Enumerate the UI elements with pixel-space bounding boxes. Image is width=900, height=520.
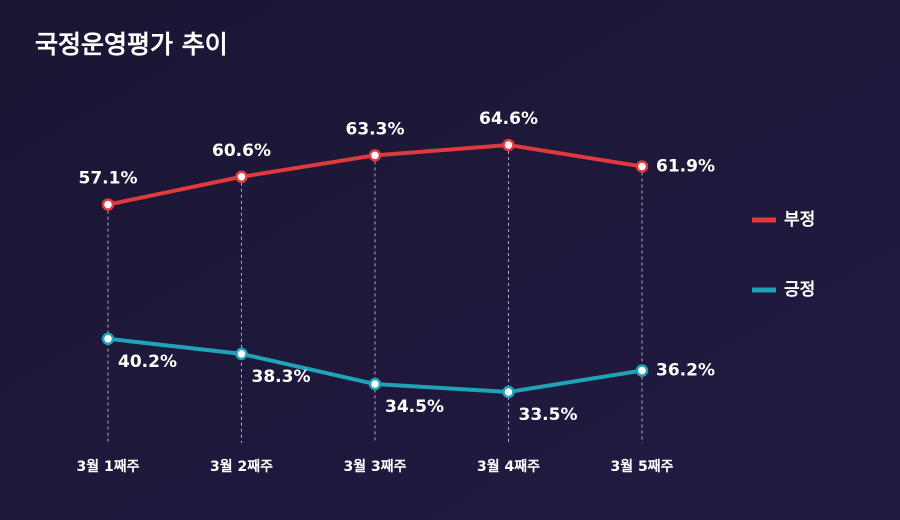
- x-tick-label: 3월 1째주: [77, 458, 140, 475]
- data-point: [502, 138, 515, 152]
- data-label: 36.2%: [656, 361, 715, 381]
- data-label: 38.3%: [252, 367, 311, 387]
- data-point: [101, 198, 115, 211]
- data-label: 61.9%: [656, 156, 715, 176]
- data-point: [635, 160, 649, 173]
- data-label: 63.3%: [346, 119, 405, 139]
- x-tick-label: 3월 3째주: [344, 458, 407, 475]
- data-point: [368, 149, 382, 162]
- data-label: 57.1%: [79, 169, 138, 189]
- chart-title: 국정운영평가 추이: [35, 30, 228, 59]
- data-label: 64.6%: [479, 109, 538, 129]
- x-tick-label: 3월 2째주: [210, 458, 273, 475]
- data-point: [101, 332, 115, 346]
- legend-label: 부정: [784, 210, 815, 230]
- x-tick-label: 3월 5째주: [611, 458, 674, 475]
- data-label: 34.5%: [385, 397, 444, 417]
- data-point: [368, 377, 382, 391]
- data-point: [502, 385, 515, 399]
- data-point: [635, 364, 649, 377]
- data-label: 60.6%: [212, 141, 271, 161]
- x-tick-label: 3월 4째주: [477, 458, 540, 475]
- data-point: [235, 347, 248, 361]
- data-label: 40.2%: [118, 352, 177, 372]
- legend-label: 긍정: [784, 280, 815, 300]
- data-label: 33.5%: [519, 405, 578, 425]
- data-point: [235, 170, 248, 184]
